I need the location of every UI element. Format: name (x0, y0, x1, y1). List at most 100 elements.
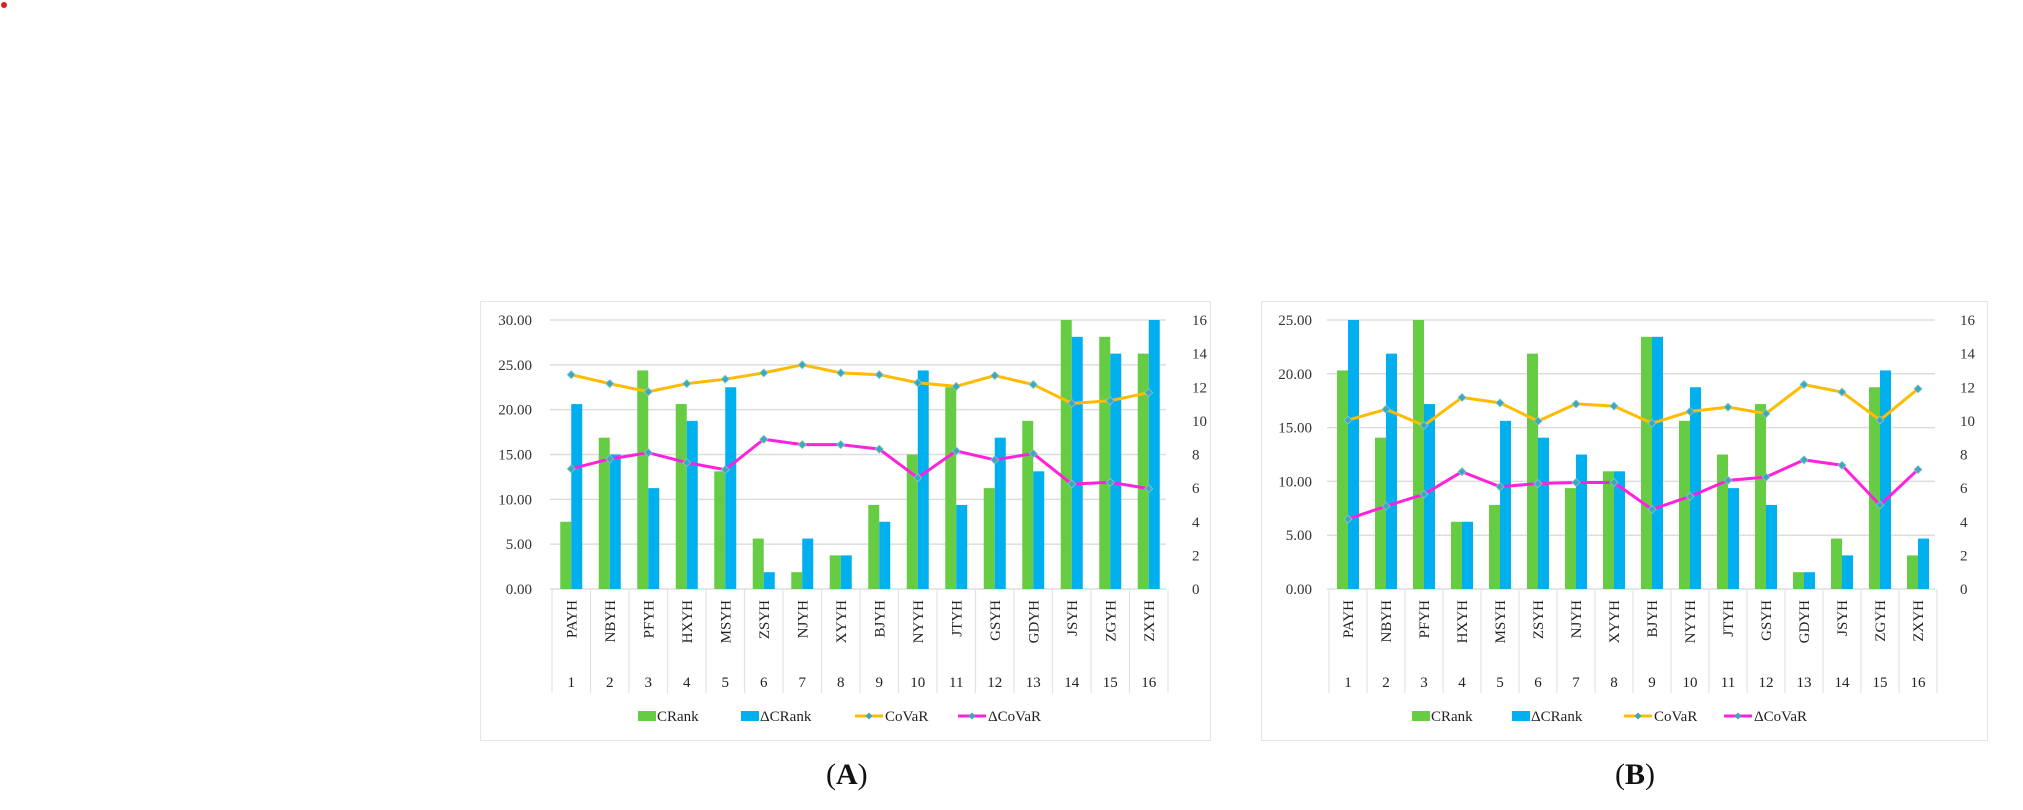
left-axis-tick-label: 20.00 (498, 403, 532, 419)
caption-b-close: ) (1645, 758, 1656, 791)
dcrank-bar (1538, 437, 1549, 589)
dcovar-point (1761, 472, 1771, 482)
legend-marker-icon (1734, 712, 1742, 720)
caption-b-open: ( (1615, 758, 1625, 791)
category-label: ZSYH (1531, 600, 1547, 639)
dcrank-bar (1033, 471, 1045, 589)
dcovar-point (720, 465, 730, 475)
dcrank-bar (1424, 404, 1435, 589)
dcrank-bar (1348, 320, 1359, 589)
crank-bar (1869, 387, 1880, 589)
right-axis-tick-label: 4 (1192, 515, 1200, 531)
dcovar-point (836, 440, 846, 450)
crank-bar (752, 538, 764, 589)
left-axis-tick-label: 20.00 (1278, 367, 1312, 383)
covar-point (720, 374, 730, 384)
right-axis-tick-label: 12 (1960, 380, 1975, 396)
covar-point (1495, 398, 1505, 408)
dcovar-line (570, 437, 1149, 491)
crank-bar (1641, 336, 1652, 589)
covar-point (1381, 404, 1391, 414)
caption-b: (B) (1615, 758, 1655, 792)
dcovar-point (913, 473, 923, 483)
dcovar-point (1067, 479, 1077, 489)
crank-bar (1831, 538, 1842, 589)
category-number: 16 (1141, 675, 1157, 691)
right-axis-tick-label: 2 (1960, 548, 1968, 564)
right-axis-tick-label: 6 (1192, 481, 1200, 497)
category-number: 12 (1759, 675, 1774, 691)
right-axis-tick-label: 8 (1960, 448, 1968, 464)
dcovar-point (1723, 475, 1733, 485)
dcovar-point (1533, 478, 1543, 489)
legend-marker-icon (968, 712, 976, 720)
category-number: 10 (1683, 675, 1698, 691)
covar-point (1571, 399, 1581, 409)
dcovar-point (1875, 500, 1885, 510)
covar-point (1067, 398, 1077, 408)
indicator-dot (1, 2, 7, 8)
right-axis-tick-label: 6 (1960, 481, 1968, 497)
category-number: 12 (987, 675, 1002, 691)
crank-bar (1451, 521, 1462, 589)
category-label: NJYH (1569, 600, 1585, 639)
covar-point (605, 379, 615, 389)
dcrank-bar (1148, 320, 1160, 589)
right-axis-tick-label: 14 (1960, 347, 1976, 363)
category-number: 1 (1344, 675, 1352, 691)
covar-point (1723, 402, 1733, 412)
category-number: 2 (1382, 675, 1390, 691)
category-number: 3 (1420, 675, 1428, 691)
category-number: 2 (606, 675, 614, 691)
legend-marker-icon (865, 712, 873, 720)
category-label: GSYH (1759, 600, 1775, 641)
crank-bar (868, 504, 880, 589)
dcovar-point (682, 458, 692, 468)
left-axis-tick-label: 30.00 (498, 313, 532, 329)
crank-bar (945, 387, 957, 589)
dcovar-line (1347, 458, 1920, 521)
left-axis-tick-label: 10.00 (1278, 474, 1312, 490)
right-axis-tick-label: 16 (1960, 313, 1976, 329)
covar-point (1343, 415, 1353, 425)
dcovar-point (1609, 477, 1619, 488)
dcovar-point (874, 444, 884, 454)
dcovar-point (1837, 460, 1847, 470)
dcrank-bar (1652, 336, 1663, 589)
covar-point (682, 379, 692, 389)
category-number: 13 (1797, 675, 1812, 691)
covar-point (1875, 415, 1885, 425)
crank-bar (1099, 336, 1111, 589)
covar-point (1799, 379, 1809, 390)
crank-bar (1060, 320, 1072, 589)
category-number: 5 (1496, 675, 1504, 691)
dcrank-bar (879, 521, 891, 589)
right-axis-tick-label: 10 (1960, 414, 1975, 430)
dcovar-point (1144, 484, 1154, 494)
dcovar-point (990, 455, 1000, 465)
covar-point (913, 378, 923, 388)
category-label: NYYH (1683, 600, 1699, 643)
category-number: 4 (1458, 675, 1466, 691)
crank-bar (1717, 454, 1728, 589)
covar-point (759, 368, 769, 378)
covar-point (1028, 379, 1038, 390)
dcrank-bar (994, 437, 1006, 589)
dcovar-point (1913, 464, 1923, 475)
right-axis-tick-label: 8 (1192, 448, 1200, 464)
covar-point (1685, 406, 1695, 417)
category-number: 14 (1064, 675, 1080, 691)
category-label: ZGYH (1873, 600, 1889, 642)
covar-point (1533, 416, 1543, 426)
category-number: 9 (1648, 675, 1656, 691)
covar-point (951, 381, 961, 391)
dcovar-point (643, 448, 653, 458)
category-label: NBYH (1379, 600, 1395, 643)
crank-bar (1489, 504, 1500, 589)
crank-bar (1755, 404, 1766, 589)
crank-bar (983, 488, 995, 589)
crank-bar (560, 521, 572, 589)
legend-swatch-crank (1412, 711, 1430, 721)
caption-b-letter: B (1625, 758, 1646, 791)
